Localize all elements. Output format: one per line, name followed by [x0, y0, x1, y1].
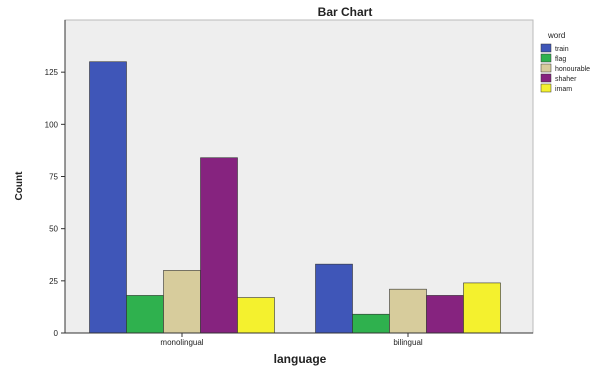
bar-train-monolingual: [89, 61, 127, 334]
x-axis-label: language: [274, 352, 327, 366]
bar-shaher-monolingual: [200, 157, 238, 334]
bar-honourable-monolingual: [163, 270, 201, 334]
bar-imam-bilingual: [463, 282, 501, 334]
x-tick-label: monolingual: [160, 338, 203, 347]
bars-group: [89, 61, 501, 334]
y-tick-label: 125: [45, 68, 59, 77]
plot-area: [64, 19, 534, 334]
legend-label-shaher: shaher: [555, 76, 577, 83]
bar-train-bilingual: [315, 263, 353, 334]
legend-swatch-shaher: [540, 73, 552, 83]
x-ticks-group: monolingual bilingual: [160, 333, 423, 347]
legend: train flag honourable shaher imam: [540, 43, 590, 93]
legend-label-honourable: honourable: [555, 66, 590, 73]
y-tick-label: 0: [54, 329, 59, 338]
bar-flag-bilingual: [352, 313, 390, 334]
chart-title: Bar Chart: [318, 5, 373, 19]
legend-title: word: [547, 31, 565, 40]
legend-swatch-train: [540, 43, 552, 53]
legend-swatch-imam: [540, 83, 552, 93]
legend-label-imam: imam: [555, 86, 572, 93]
y-tick-label: 100: [45, 120, 59, 129]
bar-shaher-bilingual: [426, 295, 464, 334]
bar-honourable-bilingual: [389, 288, 427, 334]
y-ticks-group: 0 25 50 75 100 125: [45, 68, 65, 338]
legend-swatch-honourable: [540, 63, 552, 73]
y-tick-label: 25: [49, 277, 58, 286]
bar-imam-monolingual: [237, 297, 275, 334]
legend-swatch-flag: [540, 53, 552, 63]
legend-label-flag: flag: [555, 56, 566, 63]
y-tick-label: 75: [49, 173, 58, 182]
bar-flag-monolingual: [126, 295, 164, 334]
legend-label-train: train: [555, 46, 569, 53]
y-axis-label: Count: [14, 171, 25, 201]
y-tick-label: 50: [49, 225, 58, 234]
x-tick-label: bilingual: [393, 338, 423, 347]
